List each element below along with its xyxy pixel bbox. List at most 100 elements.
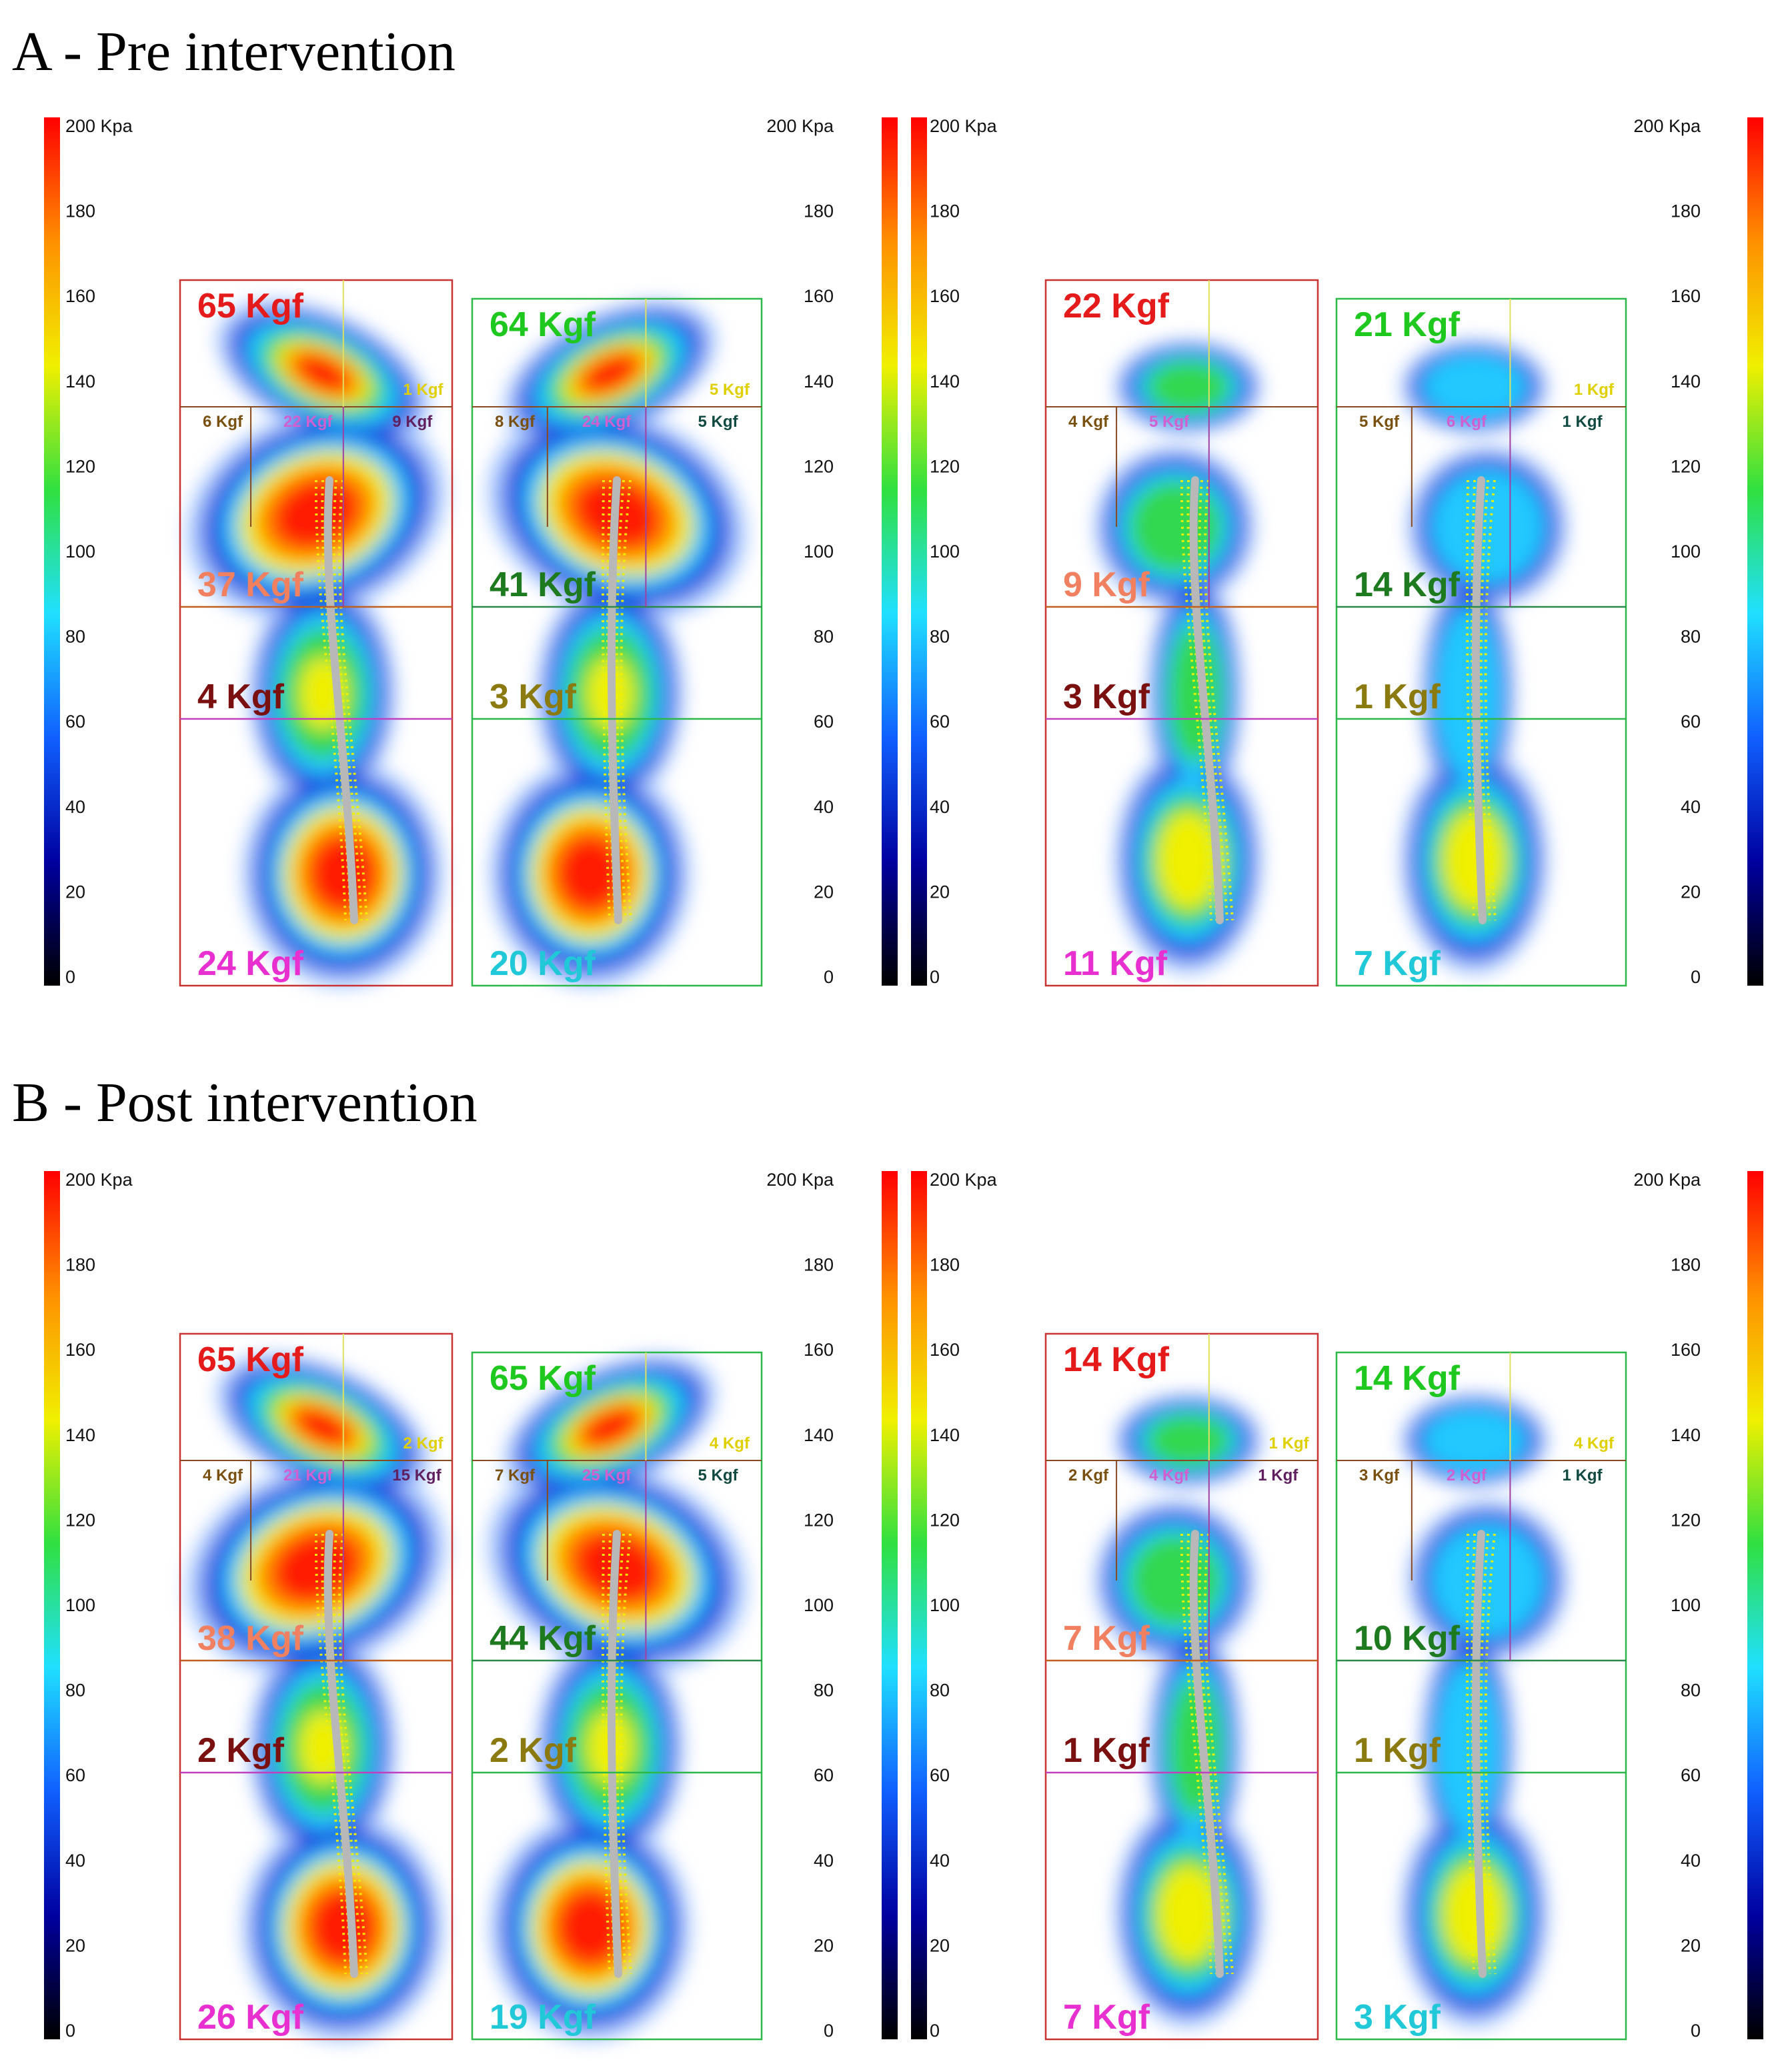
colorbar: [882, 117, 898, 986]
scale-max-label: 200 Kpa: [1633, 1170, 1701, 1190]
scale-tick-label: 120: [65, 1510, 95, 1530]
colorbar: [44, 1171, 60, 2039]
scale-tick-label: 20: [65, 1935, 85, 1955]
scale-tick-label: 180: [804, 1255, 834, 1275]
midfoot-load-label: 1 Kgf: [1354, 1731, 1441, 1770]
right-foot-panel: 21 Kgf 14 Kgf 1 Kgf 7 Kgf 5 Kgf 6 Kgf 1 Kgf 1 K…: [1335, 297, 1627, 987]
scale-tick-label: 140: [65, 1425, 95, 1445]
scale-tick-label: 20: [930, 882, 950, 902]
forefoot-load-label: 44 Kgf: [490, 1619, 596, 1658]
scale-tick-label: 120: [1671, 456, 1701, 476]
left-foot-panel: 65 Kgf 37 Kgf 4 Kgf 24 Kgf 6 Kgf 22 Kgf 9 Kgf 1…: [179, 279, 454, 987]
scale-tick-label: 20: [814, 1935, 834, 1955]
scale-tick-label: 80: [65, 1681, 85, 1701]
forefoot-load-label: 14 Kgf: [1354, 566, 1461, 604]
colorbar: [911, 117, 927, 986]
forefoot-subregion-label: 8 Kgf: [495, 413, 536, 431]
scale-tick-label: 60: [814, 1765, 834, 1785]
toe-load-label: 65 Kgf: [197, 1340, 304, 1379]
forefoot-subregion-label: 6 Kgf: [1447, 413, 1487, 431]
scale-tick-label: 140: [804, 371, 834, 391]
left-foot-panel: 65 Kgf 38 Kgf 2 Kgf 26 Kgf 4 Kgf 21 Kgf 15 Kgf…: [179, 1332, 454, 2041]
toe-load-label: 22 Kgf: [1063, 287, 1170, 325]
forefoot-load-label: 7 Kgf: [1063, 1619, 1150, 1658]
scale-tick-label: 20: [930, 1935, 950, 1955]
scale-tick-label: 120: [930, 456, 960, 476]
scale-tick-label: 80: [930, 1681, 950, 1701]
heel-load-label: 24 Kgf: [197, 944, 304, 983]
scale-tick-label: 0: [824, 967, 834, 987]
heel-load-label: 20 Kgf: [490, 944, 596, 983]
forefoot-subregion-label: 2 Kgf: [1447, 1466, 1487, 1484]
scale-tick-label: 180: [930, 201, 960, 221]
scale-tick-label: 180: [1671, 201, 1701, 221]
scale-tick-label: 40: [930, 1851, 950, 1871]
pressure-scale-right: 200 Kpa 180 160 140 120 100 80 60 40 20 0: [766, 1170, 898, 2041]
scale-tick-label: 40: [814, 1851, 834, 1871]
section-b-pressure-maps: 200 Kpa 180 160 140 120 100 80 60 40 20 0 200 Kpa 18…: [44, 1170, 1763, 2041]
toe-subregion-label: 1 Kgf: [1574, 381, 1615, 399]
midfoot-load-label: 4 Kgf: [197, 678, 285, 716]
scale-tick-label: 60: [930, 712, 950, 732]
forefoot-load-label: 9 Kgf: [1063, 566, 1150, 604]
center-of-pressure-trace: [314, 1530, 368, 1978]
scale-tick-label: 140: [65, 371, 95, 391]
scale-tick-label: 160: [65, 1340, 95, 1360]
heel-load-label: 7 Kgf: [1063, 1998, 1150, 2037]
scale-tick-label: 100: [65, 1595, 95, 1615]
colorbar: [44, 117, 60, 986]
forefoot-subregion-label: 5 Kgf: [698, 1466, 739, 1484]
scale-tick-label: 40: [814, 797, 834, 817]
forefoot-load-label: 38 Kgf: [197, 1619, 304, 1658]
foot-region-box: [1335, 297, 1627, 987]
forefoot-subregion-label: 5 Kgf: [1359, 413, 1400, 431]
forefoot-subregion-label: 6 Kgf: [203, 413, 243, 431]
scale-tick-label: 20: [1681, 1935, 1701, 1955]
scale-tick-label: 20: [65, 882, 85, 902]
scale-tick-label: 160: [930, 286, 960, 306]
scale-max-label: 200 Kpa: [766, 1170, 834, 1190]
scale-tick-label: 160: [1671, 1340, 1701, 1360]
foot-region-box: [471, 297, 763, 987]
pressure-scale-left: 200 Kpa 180 160 140 120 100 80 60 40 20 0: [911, 1170, 998, 2041]
scale-tick-label: 140: [930, 371, 960, 391]
forefoot-subregion-label: 5 Kgf: [1149, 413, 1190, 431]
toe-load-label: 65 Kgf: [490, 1359, 596, 1398]
scale-tick-label: 180: [804, 201, 834, 221]
toe-load-label: 65 Kgf: [197, 287, 304, 325]
scale-tick-label: 60: [65, 712, 85, 732]
midfoot-load-label: 2 Kgf: [197, 1731, 285, 1770]
heel-load-label: 7 Kgf: [1354, 944, 1441, 983]
colorbar: [911, 1171, 927, 2039]
forefoot-subregion-label: 2 Kgf: [1068, 1466, 1109, 1484]
forefoot-subregion-label: 3 Kgf: [1359, 1466, 1400, 1484]
center-of-pressure-trace: [314, 476, 368, 924]
forefoot-load-label: 37 Kgf: [197, 566, 304, 604]
midfoot-load-label: 3 Kgf: [490, 678, 577, 716]
forefoot-subregion-label: 1 Kgf: [1258, 1466, 1298, 1484]
scale-max-label: 200 Kpa: [65, 116, 133, 136]
scale-tick-label: 100: [930, 542, 960, 562]
scale-tick-label: 60: [1681, 1765, 1701, 1785]
forefoot-subregion-label: 1 Kgf: [1563, 413, 1603, 431]
scale-tick-label: 120: [65, 456, 95, 476]
forefoot-subregion-label: 25 Kgf: [582, 1466, 632, 1484]
pressure-scale-right: 200 Kpa 180 160 140 120 100 80 60 40 20 0: [1633, 116, 1763, 987]
forefoot-subregion-label: 21 Kgf: [283, 1466, 333, 1484]
scale-tick-label: 160: [65, 286, 95, 306]
scale-tick-label: 60: [814, 712, 834, 732]
scale-tick-label: 140: [804, 1425, 834, 1445]
scale-tick-label: 0: [824, 2021, 834, 2041]
section-b-title: B - Post intervention: [12, 1072, 478, 1134]
scale-tick-label: 80: [1681, 1681, 1701, 1701]
midfoot-load-label: 2 Kgf: [490, 1731, 577, 1770]
scale-tick-label: 100: [1671, 542, 1701, 562]
scale-tick-label: 80: [930, 627, 950, 647]
scale-tick-label: 180: [1671, 1255, 1701, 1275]
forefoot-subregion-label: 15 Kgf: [392, 1466, 441, 1484]
scale-tick-label: 180: [65, 201, 95, 221]
forefoot-subregion-label: 9 Kgf: [392, 413, 433, 431]
scale-tick-label: 80: [814, 627, 834, 647]
pressure-scale-left: 200 Kpa 180 160 140 120 100 80 60 40 20 0: [44, 1170, 133, 2041]
heel-load-label: 19 Kgf: [490, 1998, 596, 2037]
